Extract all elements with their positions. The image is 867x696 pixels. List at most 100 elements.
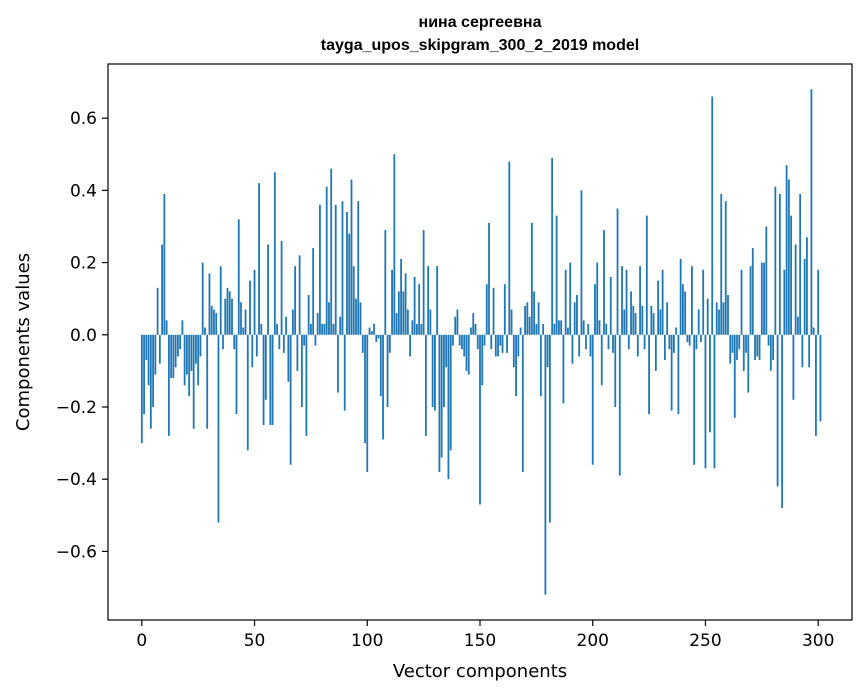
bar-48 — [249, 280, 251, 335]
bar-118 — [406, 309, 409, 335]
bar-21 — [188, 334, 191, 397]
bar-123 — [418, 284, 421, 335]
bar-111 — [391, 269, 393, 335]
bar-72 — [303, 334, 306, 346]
bar-150 — [479, 334, 481, 505]
bar-273 — [756, 334, 759, 357]
bar-282 — [776, 334, 779, 487]
bar-57 — [269, 334, 272, 426]
bar-35 — [219, 266, 222, 335]
bar-265 — [738, 334, 741, 350]
bar-66 — [289, 334, 292, 465]
bar-49 — [251, 334, 254, 368]
bar-153 — [485, 284, 488, 335]
bar-2 — [145, 334, 148, 361]
x-tick-label: 150 — [464, 631, 496, 651]
bar-288 — [790, 215, 793, 335]
bar-0 — [140, 334, 143, 444]
bar-40 — [231, 298, 233, 335]
bar-242 — [686, 334, 689, 342]
bar-26 — [199, 334, 202, 357]
bar-216 — [627, 334, 630, 350]
y-tick-label: 0.0 — [70, 326, 97, 346]
bar-226 — [650, 305, 653, 335]
bar-159 — [499, 334, 502, 346]
bar-95 — [355, 298, 357, 335]
bar-84 — [330, 168, 333, 335]
bar-108 — [384, 230, 387, 335]
bar-5 — [152, 334, 154, 407]
bar-283 — [778, 193, 781, 335]
bar-162 — [506, 334, 508, 353]
bar-105 — [377, 334, 380, 339]
bar-197 — [585, 334, 587, 350]
bar-220 — [636, 334, 639, 357]
bar-200 — [591, 334, 594, 465]
bar-18 — [181, 320, 184, 335]
bar-252 — [709, 334, 711, 433]
bar-25 — [197, 334, 200, 386]
bar-168 — [519, 327, 522, 335]
bar-9 — [161, 244, 164, 335]
bar-36 — [222, 334, 224, 350]
bar-209 — [612, 334, 614, 353]
bar-43 — [237, 219, 240, 335]
bar-208 — [609, 277, 612, 335]
bar-227 — [652, 313, 655, 335]
bar-100 — [366, 334, 369, 472]
bar-222 — [641, 305, 644, 335]
bar-81 — [323, 323, 326, 335]
bar-211 — [616, 208, 619, 335]
bar-102 — [370, 331, 373, 335]
bar-135 — [445, 334, 448, 368]
x-tick-label: 50 — [244, 631, 266, 651]
bar-276 — [763, 262, 765, 335]
x-tick-label: 0 — [136, 631, 147, 651]
bar-101 — [368, 327, 371, 335]
bar-98 — [361, 334, 364, 353]
bar-120 — [411, 320, 414, 335]
bar-127 — [427, 266, 430, 335]
bar-195 — [580, 190, 583, 335]
x-tick-label: 250 — [689, 631, 721, 651]
bar-141 — [458, 334, 461, 346]
bar-256 — [718, 309, 720, 335]
bar-90 — [343, 334, 346, 411]
bar-14 — [172, 334, 175, 379]
bar-85 — [332, 323, 335, 335]
bar-149 — [476, 334, 479, 350]
bar-15 — [174, 334, 177, 368]
bar-23 — [192, 334, 195, 429]
bar-156 — [492, 287, 495, 335]
bar-139 — [454, 316, 457, 335]
bar-154 — [488, 222, 490, 335]
bar-239 — [679, 258, 682, 335]
bar-237 — [675, 327, 678, 335]
bar-113 — [395, 313, 398, 335]
bar-6 — [154, 334, 157, 375]
bars-group — [140, 89, 822, 595]
bar-297 — [810, 89, 813, 335]
bar-104 — [375, 334, 378, 342]
bar-230 — [659, 309, 662, 335]
bar-89 — [341, 201, 344, 335]
bar-56 — [267, 244, 269, 335]
bar-37 — [224, 298, 227, 335]
bar-285 — [783, 269, 786, 335]
bar-262 — [731, 334, 734, 353]
bar-257 — [720, 193, 723, 335]
bar-47 — [246, 334, 249, 451]
bar-147 — [472, 313, 475, 335]
bar-187 — [562, 334, 565, 404]
bar-91 — [346, 212, 348, 335]
bar-110 — [388, 334, 391, 353]
bar-96 — [357, 201, 360, 335]
bar-142 — [461, 334, 463, 350]
bar-119 — [409, 334, 412, 357]
bar-178 — [542, 323, 545, 335]
bar-41 — [233, 334, 236, 350]
bar-58 — [271, 334, 274, 426]
y-tick-label: 0.4 — [70, 181, 97, 201]
bar-234 — [668, 334, 671, 350]
bar-97 — [359, 302, 362, 335]
